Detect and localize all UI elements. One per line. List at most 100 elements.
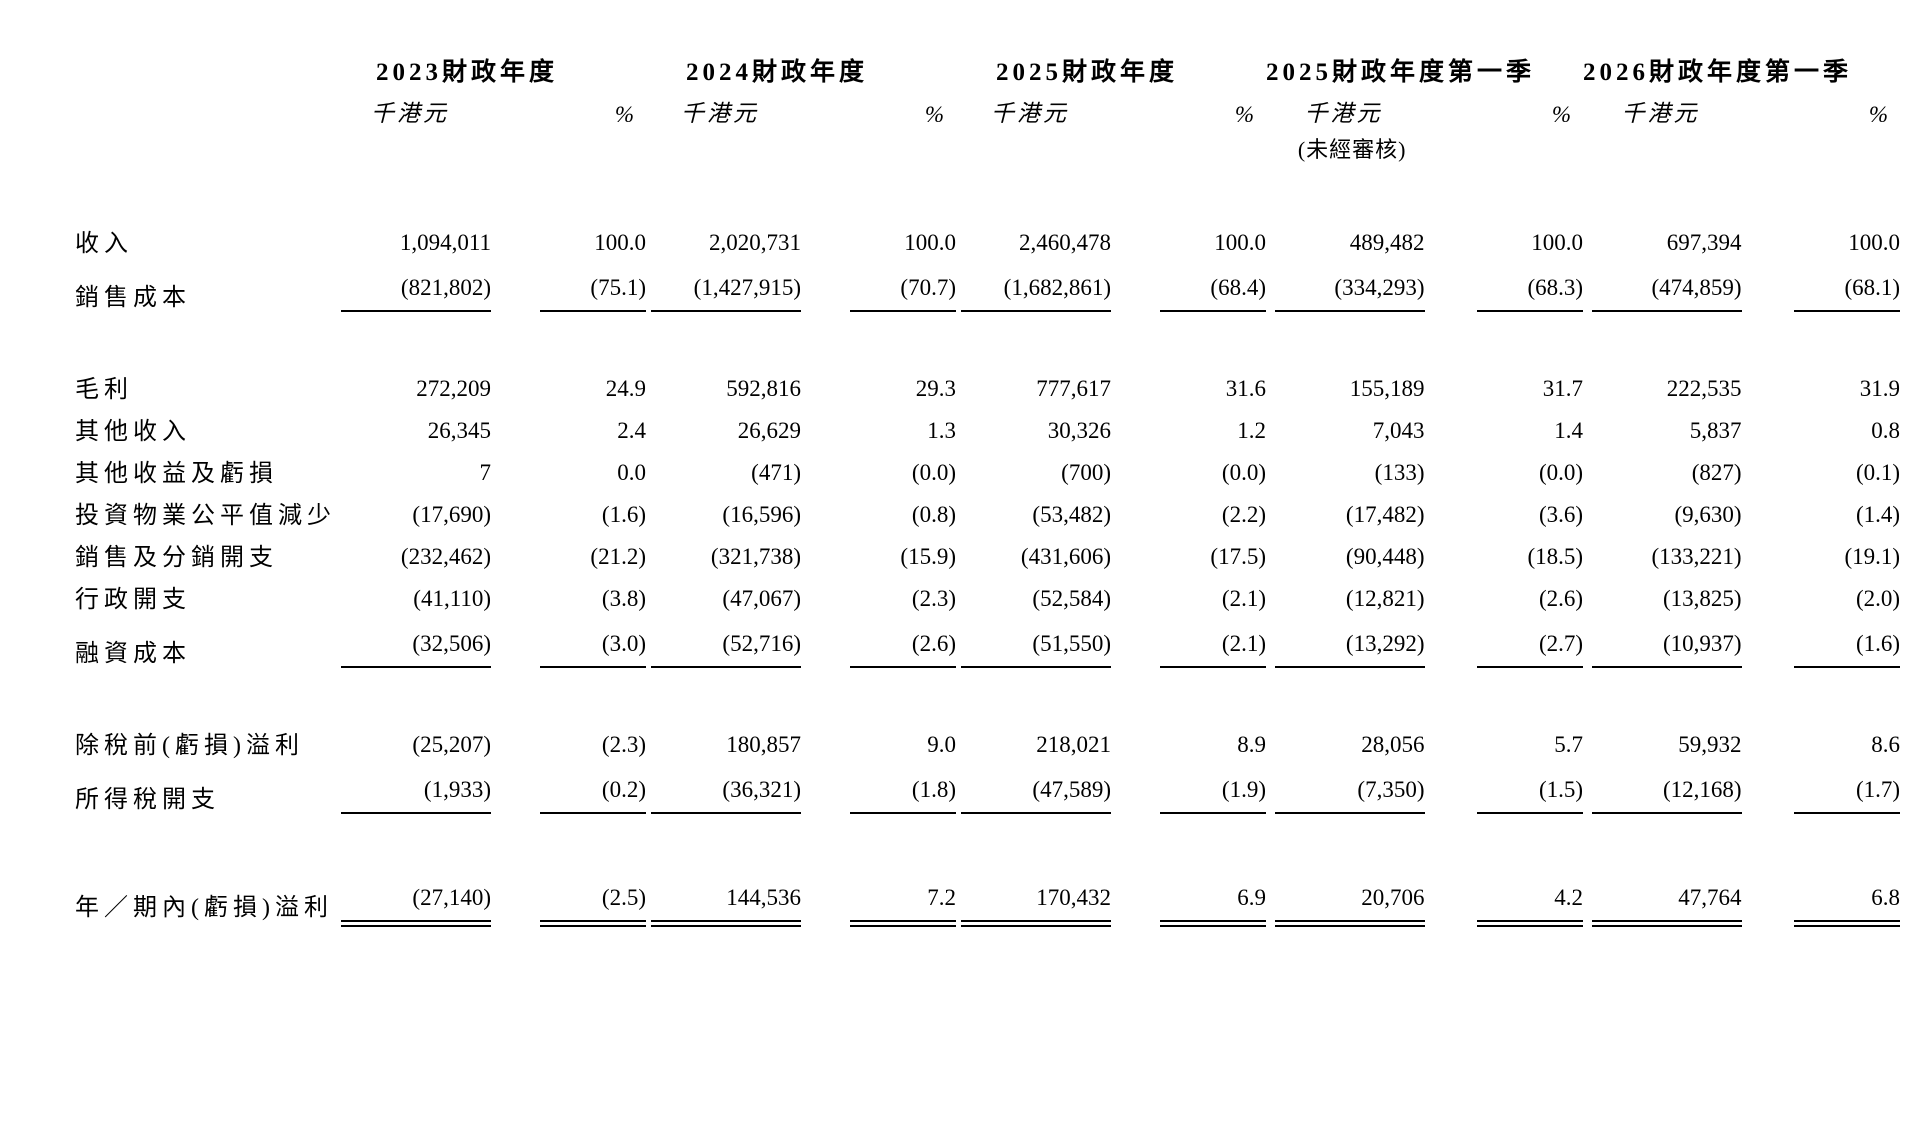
value-cell-1: 144,536 [646,864,801,927]
percent-cell-4: (68.1) [1742,258,1901,312]
cell-number: (334,293) [1274,275,1425,312]
value-cell-1: 26,629 [646,404,801,446]
percent-cell-0: 100.0 [491,216,646,258]
cell-number: (47,589) [961,777,1111,814]
unit-label-1: 千港元 [681,101,759,126]
percent-cell-2: 6.9 [1111,864,1266,927]
value-cell-4: (12,168) [1583,760,1742,814]
value-cell-0: (25,207) [336,718,491,760]
percent-cell-3: 1.4 [1425,404,1584,446]
cell-number: (10,937) [1591,631,1742,668]
cell-number: 28,056 [1361,732,1425,757]
unit-label-4: 千港元 [1621,101,1700,126]
spacer-cell [58,814,1900,864]
unaudited-note-3: (未經審核) [1297,137,1407,162]
cell-number: (2.2) [1221,502,1266,527]
period-header-2: 2025財政年度 [995,59,1178,86]
cell-number: 26,629 [737,418,801,443]
value-cell-2: 2,460,478 [956,216,1111,258]
cell-number: (2.1) [1160,631,1266,668]
row-label: 毛利 [75,377,133,403]
percent-label-0: % [614,102,634,127]
cell-number: 1.4 [1554,418,1584,443]
cell-number: (27,140) [341,885,491,927]
value-cell-2: 170,432 [956,864,1111,927]
percent-cell-2: 31.6 [1111,362,1266,404]
value-cell-4: (827) [1583,446,1742,488]
row-label: 收入 [75,231,133,257]
cell-number: (19.1) [1844,544,1901,569]
table-row: 其他收益及虧損 7 0.0 (471) (0.0) (700) (0.0) (133) (0.0… [58,446,1900,488]
percent-cell-0: (0.2) [491,760,646,814]
value-cell-3: 7,043 [1266,404,1425,446]
section-spacer [58,668,1900,718]
percent-cell-3: (2.7) [1425,614,1584,668]
cell-number: (32,506) [341,631,491,668]
cell-number: 592,816 [726,376,801,401]
cell-number: (3.8) [601,586,646,611]
cell-number: (0.8) [911,502,956,527]
table-row: 銷售及分銷開支 (232,462) (21.2) (321,738) (15.9) (43… [58,530,1900,572]
value-cell-1: 2,020,731 [646,216,801,258]
value-cell-0: (27,140) [336,864,491,927]
table-row: 銷售成本 (821,802) (75.1) (1,427,915) (70.7) (1,6… [58,258,1901,312]
cell-number: 1,094,011 [399,230,491,255]
value-cell-3: 489,482 [1266,216,1425,258]
cell-number: (2.6) [850,631,956,668]
percent-cell-2: (2.2) [1111,488,1266,530]
percent-cell-4: (1.6) [1742,614,1901,668]
cell-number: (9,630) [1674,502,1742,527]
value-cell-1: 180,857 [646,718,801,760]
percent-cell-3: (0.0) [1425,446,1583,488]
cell-number: 47,764 [1591,885,1742,927]
row-label: 除稅前(虧損)溢利 [75,733,304,759]
percent-cell-2: (1.9) [1111,760,1266,814]
row-label: 所得稅開支 [75,787,220,813]
value-cell-0: (821,802) [336,258,491,312]
cell-number: 7,043 [1372,418,1425,443]
value-cell-3: (17,482) [1266,488,1425,530]
row-label: 年／期內(虧損)溢利 [75,895,333,921]
percent-cell-4: 100.0 [1742,216,1901,258]
percent-cell-1: (2.6) [801,614,956,668]
table-row: 年／期內(虧損)溢利 (27,140) (2.5) 144,536 7.2 170,432… [58,864,1901,927]
cell-number: 6.9 [1160,885,1266,927]
value-cell-2: (1,682,861) [956,258,1111,312]
cell-number: (1,427,915) [651,275,801,312]
value-cell-0: 7 [336,446,492,488]
percent-cell-4: (19.1) [1742,530,1901,572]
note-spacer-0 [491,128,646,164]
cell-number: 489,482 [1349,230,1425,255]
cell-number: (17,482) [1345,502,1425,527]
value-cell-4: 59,932 [1583,718,1742,760]
cell-number: (2.3) [601,732,646,757]
cell-number: 100.0 [1848,230,1901,255]
value-cell-2: 30,326 [956,404,1111,446]
table-row: 收入 1,094,011 100.0 2,020,731 100.0 2,460,478 1… [58,216,1900,258]
percent-cell-4: 31.9 [1742,362,1900,404]
cell-number: (17.5) [1210,544,1266,569]
table-row: 所得稅開支 (1,933) (0.2) (36,321) (1.8) (47,589) (1… [58,760,1901,814]
unit-label-0: 千港元 [371,101,449,126]
cell-number: (68.4) [1160,275,1266,312]
value-cell-4: (9,630) [1583,488,1742,530]
percent-cell-0: 0.0 [491,446,646,488]
percent-cell-1: 1.3 [801,404,956,446]
value-cell-2: 777,617 [956,362,1111,404]
cell-number: 5.7 [1554,732,1584,757]
percent-cell-3: (2.6) [1425,572,1583,614]
cell-number: 100.0 [1214,230,1266,255]
period-header-3: 2025財政年度第一季 [1266,59,1536,86]
corner-cell [58,88,336,128]
percent-cell-4: (1.4) [1742,488,1900,530]
cell-number: (1.9) [1160,777,1266,814]
percent-cell-1: (70.7) [801,258,956,312]
note-spacer-4 [1742,128,1901,164]
percent-cell-3: (1.5) [1425,760,1584,814]
cell-number: 2,460,478 [1019,230,1111,255]
cell-number: (3.6) [1538,502,1584,527]
cell-number: (53,482) [1032,502,1111,527]
percent-cell-3: 100.0 [1425,216,1583,258]
cell-number: 59,932 [1678,732,1742,757]
value-cell-0: 1,094,011 [336,216,491,258]
